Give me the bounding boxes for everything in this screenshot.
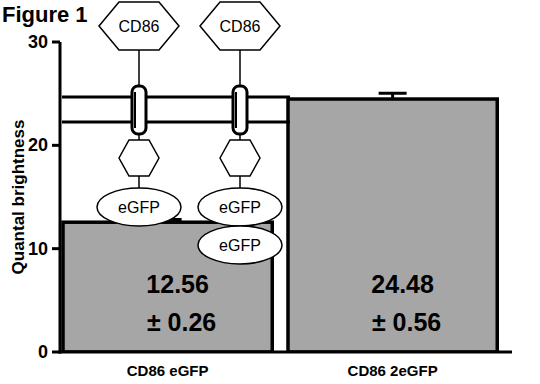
error-cap [379,92,407,95]
construct: CD86 eGFP eGFP [198,2,282,264]
construct-label: eGFP [219,237,261,254]
transmembrane [132,86,146,134]
error-bar [379,93,407,99]
y-tick [52,144,60,147]
membrane [62,96,290,99]
data-label: 12.56 [146,270,209,298]
construct-diagram: CD86 eGFP CD86 eGFP eGFP [62,2,290,264]
egfp [97,188,181,226]
construct-label: eGFP [219,199,261,216]
egfp [198,226,282,264]
transmembrane [233,86,247,134]
bar [63,222,272,352]
transmembrane-line [134,92,136,128]
x-tick-label: CD86 eGFP [127,362,209,379]
y-tick [52,41,60,44]
title: Figure 1 [2,2,88,27]
hexagon [99,2,179,50]
x-tick-label: CD86 2eGFP [348,362,438,379]
construct-label: eGFP [118,199,160,216]
y-tick [52,247,60,250]
chart: Figure 1 0 10 20 30 Quantal brightness CD86 eG… [0,0,540,384]
y-tick-label: 10 [28,239,48,259]
y-tick [52,351,60,354]
transmembrane-line [235,92,237,128]
hexagon [220,140,260,176]
y-tick-label: 0 [38,342,48,362]
construct-label: CD86 [220,18,261,35]
error-label: ± 0.26 [147,308,216,336]
hexagon [119,140,159,176]
bar [288,99,497,352]
data-label: 24.48 [371,270,434,298]
egfp [198,188,282,226]
construct-label: CD86 [119,18,160,35]
y-tick-label: 30 [28,32,48,52]
membrane [62,121,290,124]
x-axis [59,351,513,354]
bars [63,93,497,352]
error-label: ± 0.56 [372,308,441,336]
construct: CD86 eGFP [97,2,181,226]
y-axis [59,42,62,354]
y-tick-label: 20 [28,135,48,155]
y-label: Quantal brightness [9,120,28,275]
hexagon [200,2,280,50]
